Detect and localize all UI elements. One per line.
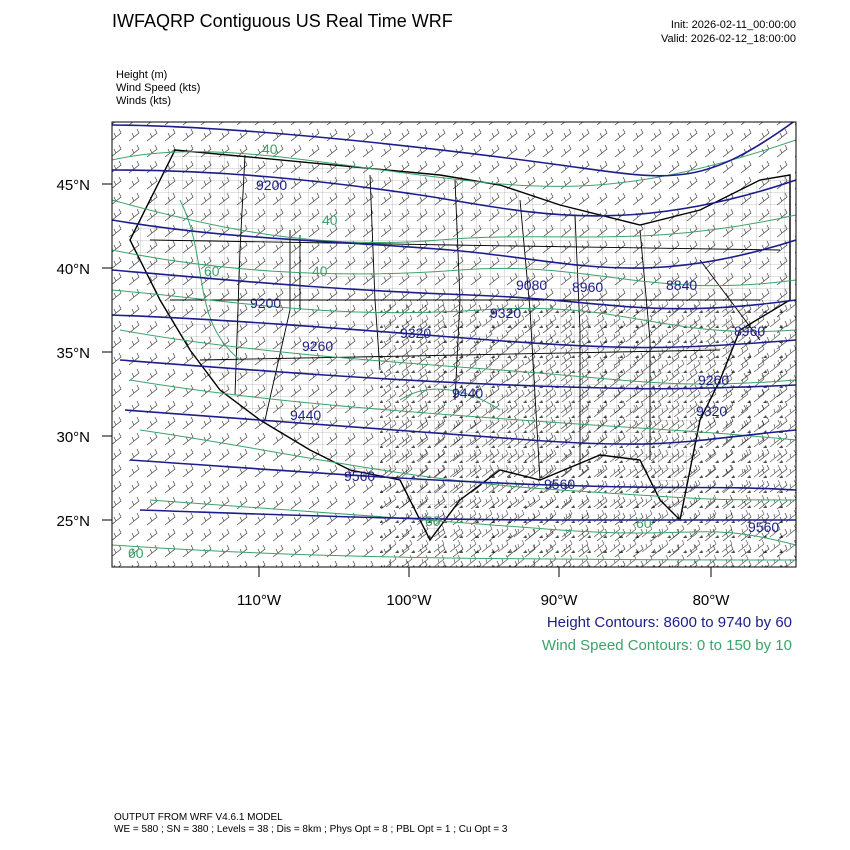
height-label: 8960 [734,323,765,339]
height-label: 8960 [572,279,603,295]
lat-label-30n: 30°N [56,429,90,446]
height-label: 8840 [666,277,697,293]
lat-label-45n: 45°N [56,177,90,194]
height-label: 9200 [256,177,287,193]
height-label: 9440 [452,385,483,401]
height-label: 9320 [490,305,521,321]
wind-speed-label: 40 [312,263,328,279]
height-label: 9440 [290,407,321,423]
wind-speed-contours-legend: Wind Speed Contours: 0 to 150 by 10 [541,637,792,654]
init-time: Init: 2026-02-11_00:00:00 [670,19,796,31]
wind-speed-label: 60 [425,513,441,529]
state-borders [149,154,781,481]
wind-speed-contours [112,139,796,561]
lon-label-100w: 100°W [386,592,432,609]
wind-speed-label: 40 [322,212,338,228]
footer-config: WE = 580 ; SN = 380 ; Levels = 38 ; Dis … [114,824,508,835]
height-label: 9560 [544,476,575,492]
map-plot-area: 9200 9200 9260 9320 9320 9440 9440 9560 … [112,122,796,567]
field-label-wind-speed: Wind Speed (kts) [116,82,201,94]
wind-speed-label: 60 [636,515,652,531]
lat-label-35n: 35°N [56,345,90,362]
height-label: 9560 [344,468,375,484]
chart-title: IWFAQRP Contiguous US Real Time WRF [112,11,453,31]
height-label: 9560 [748,519,779,535]
height-label: 9320 [400,325,431,341]
height-label: 9260 [302,338,333,354]
height-label: 9080 [516,277,547,293]
latitude-axis [102,183,112,521]
longitude-axis [258,567,712,577]
wind-speed-label: 60 [128,545,144,561]
valid-time: Valid: 2026-02-12_18:00:00 [661,33,796,45]
height-contours-legend: Height Contours: 8600 to 9740 by 60 [546,614,792,631]
lon-label-90w: 90°W [541,592,579,609]
lat-label-40n: 40°N [56,261,90,278]
height-contour-labels: 9200 9200 9260 9320 9320 9440 9440 9560 … [250,177,779,535]
field-label-winds: Winds (kts) [116,95,171,107]
map-frame [111,121,797,568]
field-label-height: Height (m) [116,69,168,81]
height-label: 9320 [696,403,727,419]
footer-model: OUTPUT FROM WRF V4.6.1 MODEL [114,812,283,823]
height-label: 9200 [250,295,281,311]
lon-label-80w: 80°W [693,592,731,609]
wind-speed-label: 40 [262,141,278,157]
lat-label-25n: 25°N [56,513,90,530]
wind-speed-contour-labels: 40 40 40 60 60 60 60 [128,141,652,561]
lon-label-110w: 110°W [237,592,282,609]
height-contours [112,122,796,521]
wind-speed-label: 60 [204,263,220,279]
height-label: 9260 [698,372,729,388]
